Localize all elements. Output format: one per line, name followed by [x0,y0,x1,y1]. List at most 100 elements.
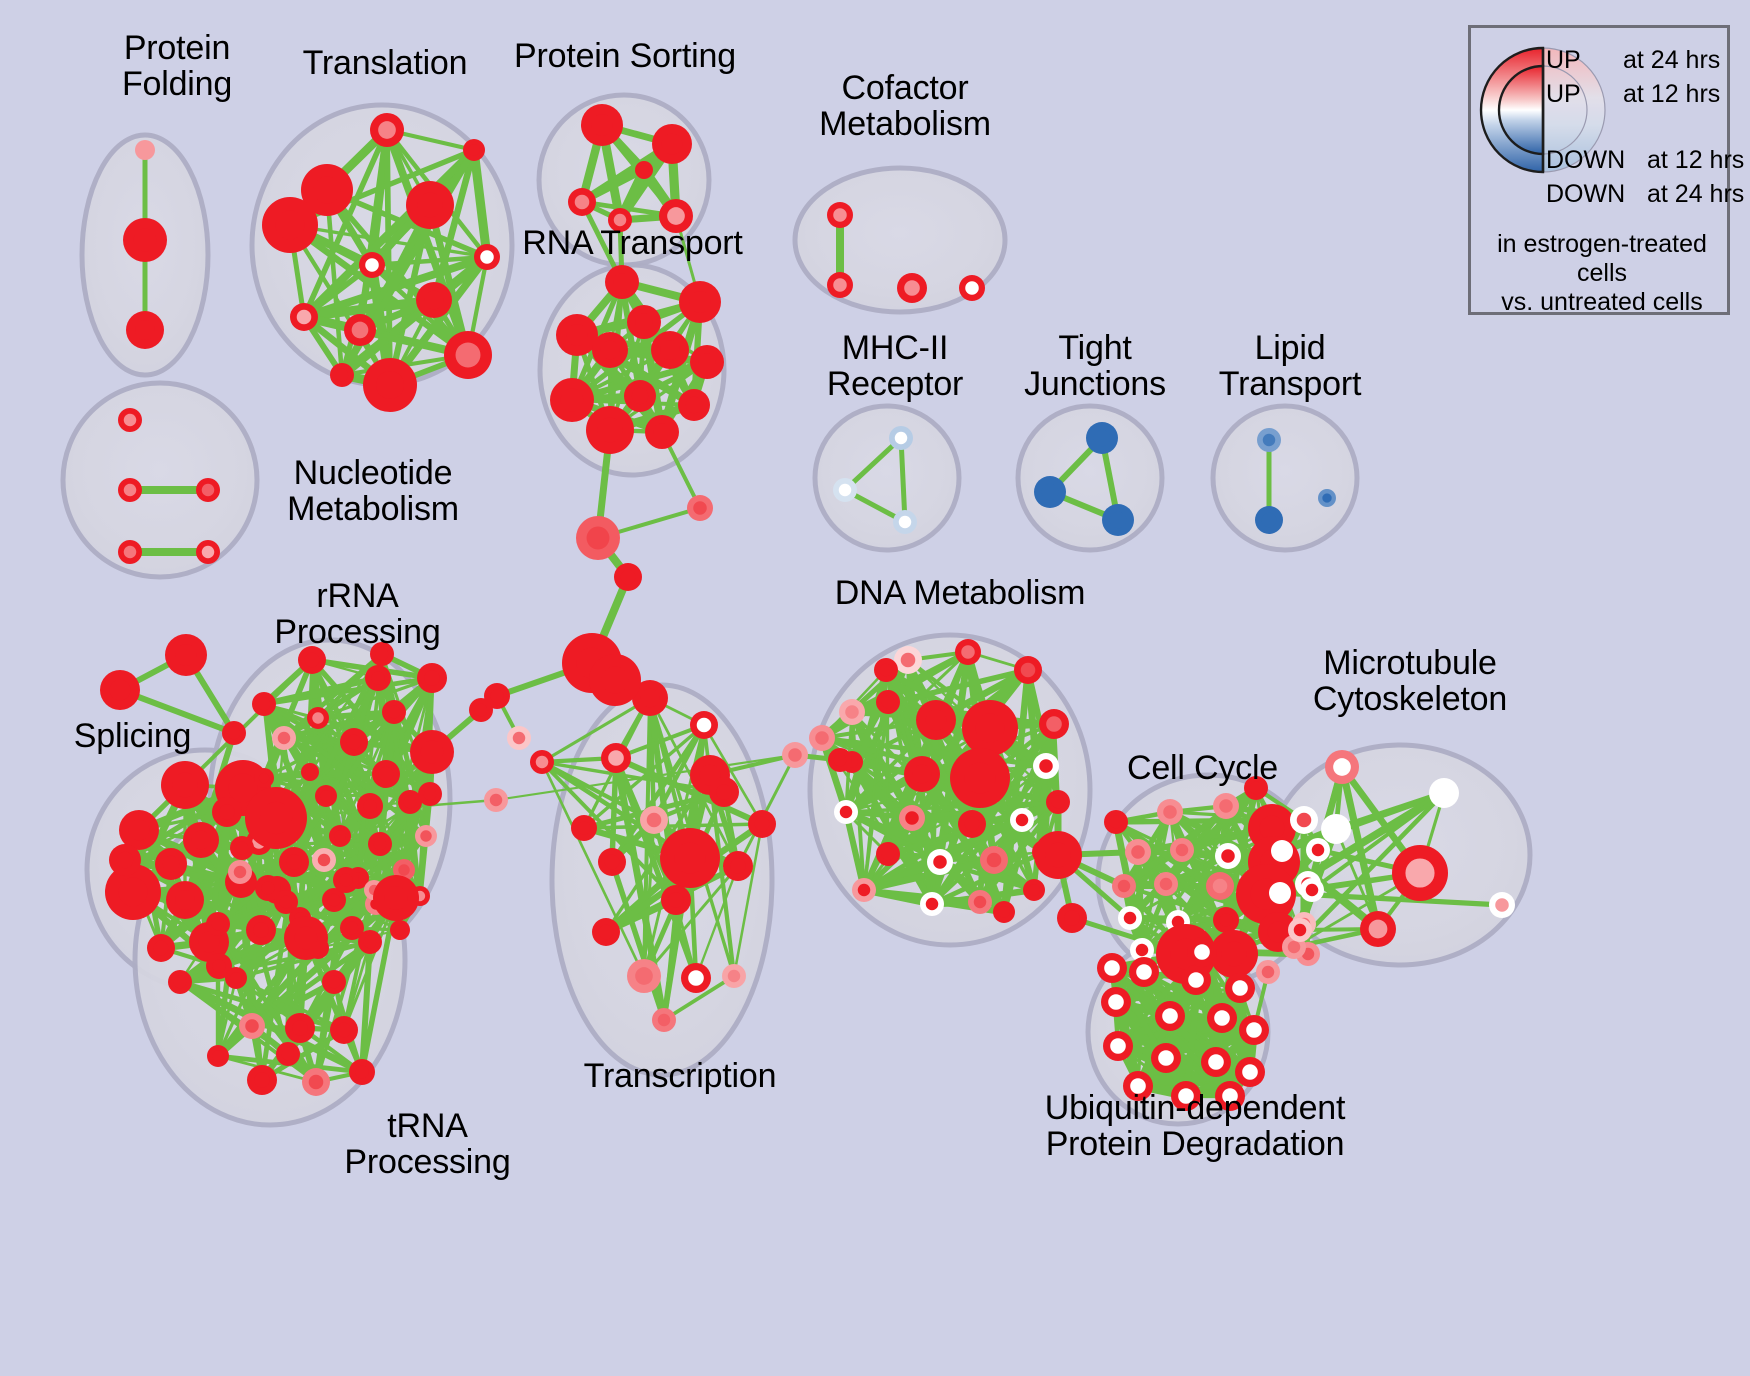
gene-set-node [357,793,383,819]
edge [297,651,385,921]
gene-set-node [530,750,554,774]
gene-set-node [645,415,679,449]
edge [736,753,797,868]
gene-set-node [307,707,329,729]
gene-set-node [1288,918,1312,942]
edge [274,798,498,820]
gene-set-node [828,748,852,772]
gene-set-node [119,810,159,850]
gene-set-node [899,805,925,831]
gene-set-node [359,252,385,278]
gene-set-node [415,825,437,847]
gene-set-node [207,1045,229,1067]
edge [970,764,1048,826]
gene-set-node [1321,814,1351,844]
gene-set-node [1257,428,1281,452]
edge [178,936,308,984]
legend-footer: in estrogen-treated cells vs. untreated … [1497,230,1707,316]
gene-set-node [222,721,246,745]
legend-glyph [1479,46,1606,174]
gene-set-node [322,970,346,994]
node-layer [100,104,1515,1111]
gene-set-node [1255,506,1283,534]
gene-set-node [1392,845,1448,901]
gene-set-node [370,113,404,147]
gene-set-node [581,104,623,146]
gene-set-node [833,478,857,502]
cluster-label-translation: Translation [302,44,468,82]
gene-set-node [206,912,230,936]
edge [1109,965,1189,1099]
gene-set-node [1306,838,1330,862]
edge [176,898,290,986]
gene-set-node [962,700,1018,756]
gene-set-node [484,683,510,709]
gene-set-node [365,665,391,691]
gene-set-node [1014,656,1042,684]
gene-set-node [340,916,364,940]
edge [582,822,764,830]
gene-set-node [690,711,718,739]
gene-set-node [568,188,596,216]
gene-set-node [279,847,309,877]
gene-set-node [147,934,175,962]
gene-set-node [904,756,940,792]
gene-set-node [1155,1001,1185,1031]
gene-set-node [118,540,142,564]
gene-set-node [1215,843,1241,869]
gene-set-node [312,848,336,872]
cluster-label-ubiquitin-protein-degradation: Ubiquitin-dependent Protein Degradation [1044,1089,1346,1164]
edge [177,979,347,1033]
gene-set-node [135,140,155,160]
gene-set-node [255,875,281,901]
gene-set-node [659,199,693,233]
gene-set-node [1181,965,1211,995]
edge [1310,791,1446,892]
gene-set-node [927,849,953,875]
gene-set-node [640,806,668,834]
gene-set-node [661,885,691,915]
gene-set-node [109,844,141,876]
edge [613,722,707,761]
gene-set-node [690,345,724,379]
gene-set-node [406,181,454,229]
cluster-label-lipid-transport: Lipid Transport [1218,329,1362,404]
gene-set-node [1123,1071,1153,1101]
gene-set-node [993,901,1015,923]
edge [732,822,764,978]
edge [702,723,764,826]
gene-set-node [852,878,876,902]
gene-set-node [1271,840,1293,862]
edge [662,898,678,1022]
gene-set-node [1033,753,1059,779]
gene-set-node [748,810,776,838]
gene-set-node [1154,872,1178,896]
legend-time-1: at 12 hrs [1623,80,1721,108]
gene-set-node [212,797,242,827]
edge [842,435,904,493]
gene-set-node [1187,937,1217,967]
gene-set-node [444,331,492,379]
edge [613,755,699,981]
edge [380,652,422,898]
gene-set-node [608,208,632,232]
edge [384,127,393,388]
gene-set-node [301,164,353,216]
gene-set-node [678,389,710,421]
gene-set-node [484,788,508,812]
gene-set-node [679,281,721,323]
edge [342,940,372,1032]
gene-set-node [614,563,642,591]
legend-state-2: DOWN [1546,146,1626,174]
gene-set-node [507,726,531,750]
gene-set-node [349,1059,375,1085]
gene-set-node [876,690,900,714]
gene-set-node [1039,709,1069,739]
edge [540,760,646,978]
gene-set-node [1210,930,1258,978]
legend-state-0: UP [1546,46,1581,74]
gene-set-node [1171,1081,1201,1111]
cluster-label-mhc-ii-receptor: MHC-II Receptor [826,329,964,404]
gene-set-node [1023,879,1045,901]
gene-set-node [183,822,219,858]
